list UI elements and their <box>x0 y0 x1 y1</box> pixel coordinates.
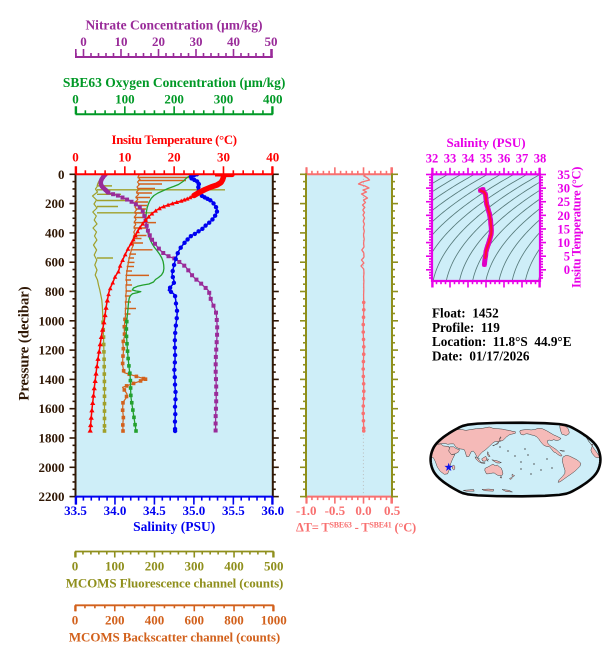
svg-text:10: 10 <box>557 236 570 250</box>
svg-text:0.0: 0.0 <box>355 503 371 518</box>
svg-text:35.0: 35.0 <box>183 503 206 518</box>
svg-text:1000: 1000 <box>261 612 287 627</box>
svg-text:Date: 01/17/2026: Date: 01/17/2026 <box>432 348 530 363</box>
svg-text:35: 35 <box>480 152 493 166</box>
svg-text:30: 30 <box>190 34 203 49</box>
svg-text:0: 0 <box>58 167 65 182</box>
svg-text:Salinity (PSU): Salinity (PSU) <box>133 519 215 534</box>
svg-text:0: 0 <box>72 559 79 574</box>
svg-text:2200: 2200 <box>39 489 65 504</box>
svg-text:1200: 1200 <box>39 343 65 358</box>
svg-text:36: 36 <box>498 152 511 166</box>
svg-text:Float: 1452: Float: 1452 <box>432 306 499 321</box>
svg-text:100: 100 <box>115 91 135 106</box>
svg-text:Profile: 119: Profile: 119 <box>432 320 500 335</box>
svg-text:38: 38 <box>534 152 547 166</box>
svg-text:37: 37 <box>516 152 529 166</box>
svg-text:1600: 1600 <box>39 401 65 416</box>
svg-text:0: 0 <box>80 34 87 49</box>
svg-text:0.5: 0.5 <box>384 503 401 518</box>
svg-text:-0.5: -0.5 <box>325 503 346 518</box>
svg-text:MCOMS Backscatter channel (cou: MCOMS Backscatter channel (counts) <box>69 629 280 644</box>
svg-text:20: 20 <box>557 209 570 223</box>
svg-text:800: 800 <box>224 612 244 627</box>
svg-text:5: 5 <box>564 250 570 264</box>
svg-text:34: 34 <box>462 152 475 166</box>
svg-text:50: 50 <box>265 34 278 49</box>
svg-text:600: 600 <box>45 255 65 270</box>
svg-text:25: 25 <box>557 195 570 209</box>
svg-text:0: 0 <box>72 91 79 106</box>
svg-text:36.0: 36.0 <box>261 503 284 518</box>
svg-text:0: 0 <box>72 150 79 165</box>
svg-text:200: 200 <box>45 196 65 211</box>
svg-text:400: 400 <box>45 225 65 240</box>
svg-text:1000: 1000 <box>39 313 65 328</box>
svg-text:30: 30 <box>557 182 570 196</box>
svg-text:400: 400 <box>224 559 244 574</box>
svg-text:1400: 1400 <box>39 372 65 387</box>
svg-text:0: 0 <box>564 263 570 277</box>
svg-text:35.5: 35.5 <box>222 503 245 518</box>
svg-text:20: 20 <box>168 150 181 165</box>
svg-text:34.5: 34.5 <box>143 503 166 518</box>
svg-text:10: 10 <box>118 150 131 165</box>
svg-text:200: 200 <box>164 91 184 106</box>
svg-text:-1.0: -1.0 <box>296 503 317 518</box>
svg-text:30: 30 <box>217 150 230 165</box>
svg-text:Location: 11.8°S 44.9°E: Location: 11.8°S 44.9°E <box>432 334 572 349</box>
svg-text:2000: 2000 <box>39 460 65 475</box>
svg-text:200: 200 <box>145 559 165 574</box>
svg-text:Insitu Temperature (°C): Insitu Temperature (°C) <box>112 133 237 147</box>
svg-text:33: 33 <box>444 152 457 166</box>
svg-text:200: 200 <box>105 612 125 627</box>
svg-text:Pressure (decibar): Pressure (decibar) <box>17 286 33 400</box>
svg-text:300: 300 <box>214 91 234 106</box>
svg-text:35: 35 <box>557 168 570 182</box>
svg-text:15: 15 <box>557 222 570 236</box>
svg-text:Salinity (PSU): Salinity (PSU) <box>446 135 525 150</box>
svg-text:100: 100 <box>105 559 125 574</box>
svg-text:1800: 1800 <box>39 431 65 446</box>
svg-text:33.5: 33.5 <box>64 503 87 518</box>
svg-text:ΔT= TSBE63 - TSBE41 (°C): ΔT= TSBE63 - TSBE41 (°C) <box>296 521 416 535</box>
svg-text:34.0: 34.0 <box>104 503 127 518</box>
svg-text:MCOMS Fluorescence channel (co: MCOMS Fluorescence channel (counts) <box>66 576 284 591</box>
svg-text:10: 10 <box>115 34 128 49</box>
svg-text:0: 0 <box>72 612 79 627</box>
svg-text:400: 400 <box>263 91 283 106</box>
svg-text:500: 500 <box>264 559 284 574</box>
svg-text:40: 40 <box>227 34 240 49</box>
svg-text:400: 400 <box>145 612 165 627</box>
svg-text:300: 300 <box>185 559 205 574</box>
svg-text:40: 40 <box>266 150 279 165</box>
svg-text:600: 600 <box>185 612 205 627</box>
svg-text:800: 800 <box>45 284 65 299</box>
svg-text:SBE63 Oxygen Concentration (μm: SBE63 Oxygen Concentration (μm/kg) <box>63 75 286 90</box>
svg-text:20: 20 <box>152 34 165 49</box>
svg-text:Insitu Temperature (°C): Insitu Temperature (°C) <box>570 167 584 288</box>
svg-text:32: 32 <box>426 152 439 166</box>
svg-text:Nitrate Concentration (μm/kg): Nitrate Concentration (μm/kg) <box>85 18 262 33</box>
